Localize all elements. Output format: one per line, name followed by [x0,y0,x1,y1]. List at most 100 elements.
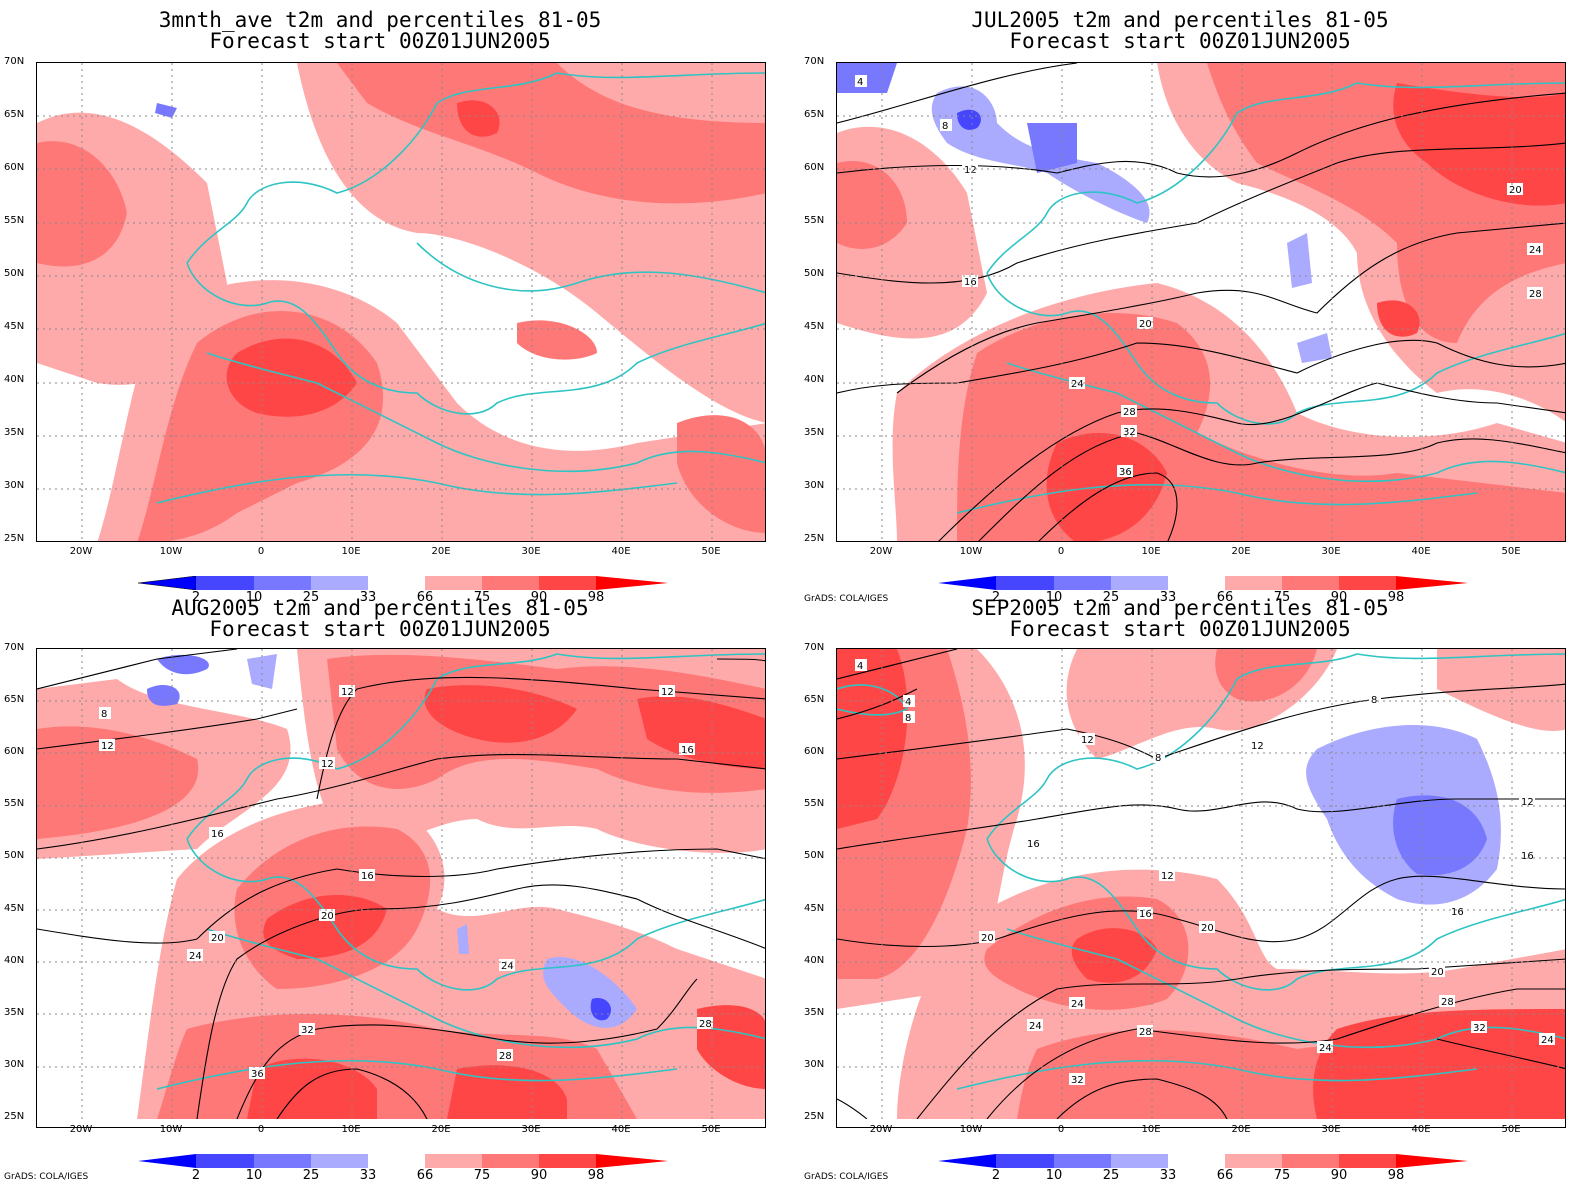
contour-label-24: 24 [1071,999,1084,1010]
colorbar-label: 33 [1159,590,1177,605]
lat-label: 35N [4,1007,25,1018]
lat-label: 60N [804,746,825,757]
colorbar-label: 33 [359,1168,377,1183]
contour-label-32: 32 [1123,427,1136,438]
lat-label: 50N [4,268,25,279]
lat-label: 35N [4,427,25,438]
colorbar-label: 25 [1102,590,1120,605]
panel-title-line1: SEP2005 t2m and percentiles 81-05 [971,596,1389,620]
contour-label-12: 12 [321,759,334,770]
contour-label-8: 8 [942,121,948,132]
lat-label: 40N [804,955,825,966]
colorbar-label: 75 [1273,590,1291,605]
grads-credit: GrADS: COLA/IGES [804,1172,889,1182]
lon-label: 40E [1411,1124,1431,1135]
lon-label: 20W [69,1124,93,1135]
contour-label-12: 12 [1251,741,1264,752]
colorbar-label: 2 [991,590,1001,605]
lon-label: 10W [159,1124,183,1135]
contour-label-4: 4 [857,77,863,88]
colorbar-label: 98 [587,1168,605,1183]
lon-label: 0 [257,1124,265,1135]
lat-label: 50N [804,850,825,861]
contour-label-24: 24 [501,961,514,972]
lat-label: 65N [804,694,825,705]
lat-label: 55N [4,215,25,226]
contour-label-24: 24 [1029,1021,1042,1032]
contour-label-24: 24 [1319,1043,1332,1054]
lon-label: 30E [1321,546,1341,557]
panel-title-line2: Forecast start 00Z01JUN2005 [209,29,551,53]
colorbar-label: 10 [245,590,263,605]
lat-label: 35N [804,427,825,438]
colorbar-label: 2 [191,1168,201,1183]
colorbar-label: 66 [416,1168,434,1183]
contour-label-4: 4 [857,661,863,672]
lat-label: 70N [804,56,825,67]
colorbar-label: 98 [587,590,605,605]
panel-title-line2: Forecast start 00Z01JUN2005 [1009,29,1351,53]
colorbar-label: 25 [1102,1168,1120,1183]
contour-label-16: 16 [361,871,374,882]
lat-label: 45N [804,321,825,332]
panel-title-line2: Forecast start 00Z01JUN2005 [1009,617,1351,641]
contour-label-24: 24 [1541,1035,1554,1046]
lat-label: 70N [804,642,825,653]
lon-label: 20W [869,546,893,557]
colorbar-label: 66 [416,590,434,605]
colorbar-label: 66 [1216,590,1234,605]
lon-label: 10W [959,1124,983,1135]
contour-label-20: 20 [1431,967,1444,978]
lon-label: 10E [1141,1124,1161,1135]
colorbar-label: 90 [530,590,548,605]
contour-label-8: 8 [1371,695,1377,706]
lon-label: 20E [1231,546,1251,557]
lon-label: 40E [1411,546,1431,557]
lon-label: 20E [431,1124,451,1135]
lon-label: 50E [701,546,721,557]
grads-credit: GrADS: COLA/IGES [4,1172,89,1182]
lat-label: 60N [4,746,25,757]
contour-label-24: 24 [1529,245,1542,256]
contour-label-28: 28 [1441,997,1454,1008]
panel-aug2005: AUG2005 t2m and percentiles 81-05 Foreca… [0,596,780,1196]
lat-label: 40N [4,374,25,385]
lon-label: 20E [1231,1124,1251,1135]
lat-label: 30N [4,480,25,491]
colorbar-label: 10 [1045,1168,1063,1183]
colorbar-label: 90 [530,1168,548,1183]
lat-label: 30N [804,480,825,491]
lon-label: 10E [341,546,361,557]
lat-label: 45N [804,903,825,914]
lon-label: 50E [701,1124,721,1135]
lon-label: 30E [521,1124,541,1135]
map-svg: 4 8 12 16 20 24 28 32 36 20 24 28 [837,63,1565,541]
contour-label-20: 20 [211,933,224,944]
panel-3month-average: 3mnth_ave t2m and percentiles 81-05 Fore… [0,0,780,605]
map-svg: 4 4 8 8 8 12 12 12 12 16 16 16 16 20 20 … [837,649,1565,1119]
contour-label-16: 16 [1027,839,1040,850]
lon-label: 10W [959,546,983,557]
panel-title-line1: AUG2005 t2m and percentiles 81-05 [171,596,589,620]
lon-label: 10E [1141,546,1161,557]
contour-label-12: 12 [1161,871,1174,882]
map-svg [37,63,765,541]
lat-label: 45N [4,903,25,914]
lat-label: 60N [4,162,25,173]
contour-label-20: 20 [1201,923,1214,934]
lon-label: 0 [1057,1124,1065,1135]
colorbar-label: 90 [1330,590,1348,605]
colorbar-label: 66 [1216,1168,1234,1183]
panel-title-line2: Forecast start 00Z01JUN2005 [209,617,551,641]
contour-label-16: 16 [1451,907,1464,918]
lat-label: 30N [4,1059,25,1070]
lon-label: 10W [159,546,183,557]
contour-label-36: 36 [1119,467,1132,478]
colorbar-label: 2 [991,1168,1001,1183]
contour-label-16: 16 [1521,851,1534,862]
lat-label: 55N [804,215,825,226]
lat-label: 30N [804,1059,825,1070]
colorbar-label: 98 [1387,590,1405,605]
colorbar-label: 90 [1330,1168,1348,1183]
grads-credit: GrADS: COLA/IGES [804,594,889,604]
